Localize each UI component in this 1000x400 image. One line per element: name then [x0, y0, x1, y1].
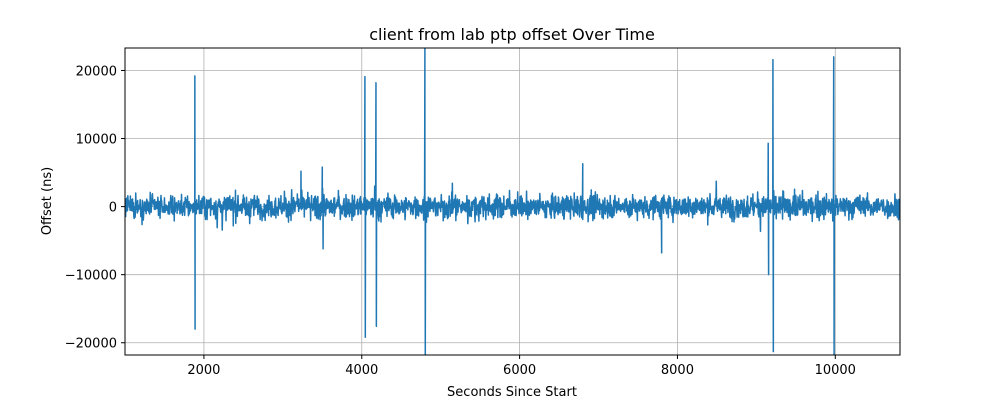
y-tick-label: −20000: [65, 337, 117, 352]
x-tick-label: 8000: [661, 363, 694, 378]
x-tick-label: 2000: [187, 363, 220, 378]
y-tick-label: −10000: [65, 269, 117, 284]
x-tick-label: 4000: [345, 363, 378, 378]
x-tick-label: 10000: [815, 363, 856, 378]
y-axis: −20000 −10000 0 10000 20000: [65, 64, 125, 352]
y-axis-label: Offset (ns): [40, 167, 55, 235]
y-tick-label: 20000: [76, 64, 117, 79]
chart-title: client from lab ptp offset Over Time: [369, 25, 655, 44]
y-tick-label: 0: [109, 201, 117, 216]
y-tick-label: 10000: [76, 133, 117, 148]
offset-series-line: [125, 48, 900, 355]
plot-frame: [124, 47, 901, 356]
x-axis-label: Seconds Since Start: [447, 385, 577, 400]
series-line: [125, 48, 900, 355]
x-axis: 2000 4000 6000 8000 10000: [187, 355, 856, 378]
x-tick-label: 6000: [503, 363, 536, 378]
